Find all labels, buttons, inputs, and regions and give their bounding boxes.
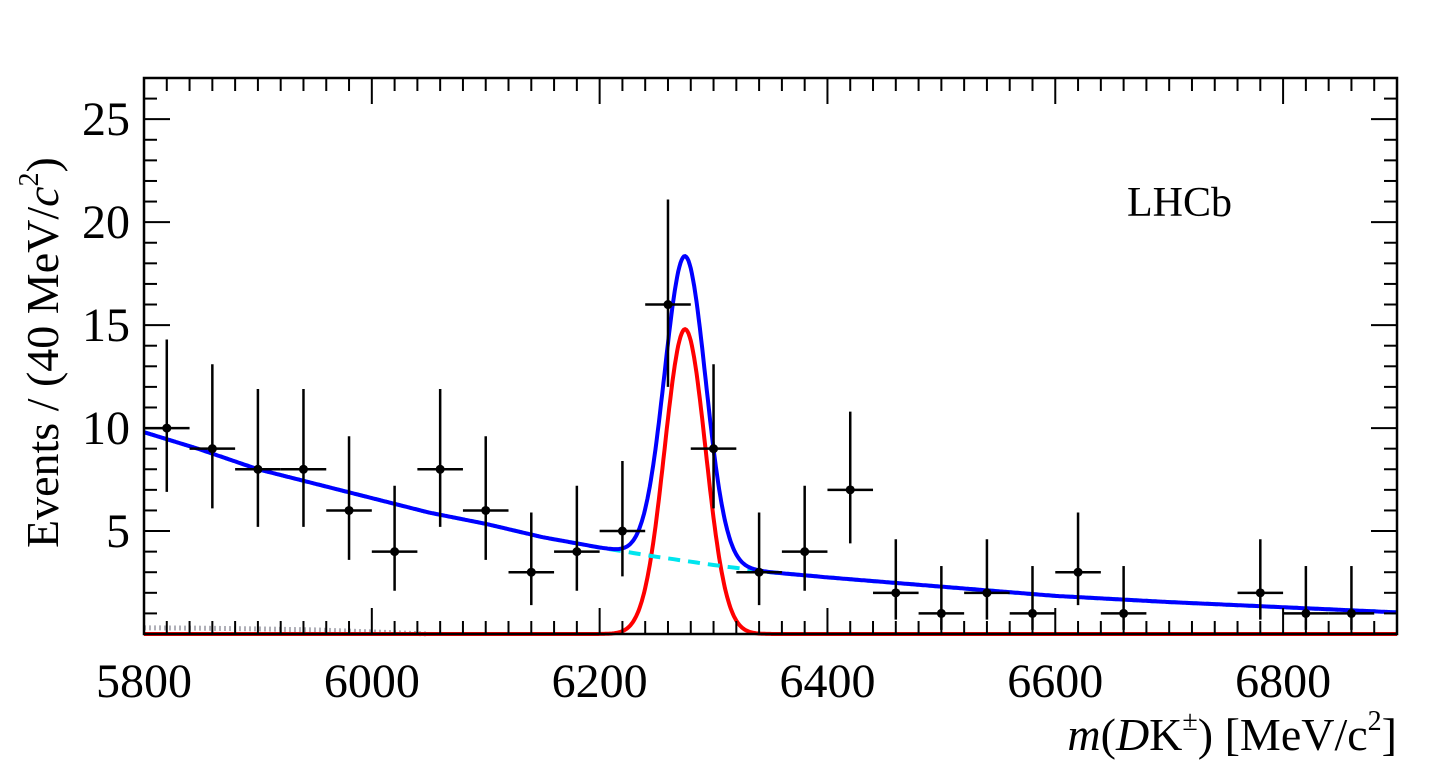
y-axis-title: Events / (40 MeV/c2) <box>14 157 68 548</box>
y-tick-label: 20 <box>82 196 130 249</box>
y-axis-title-text: Events / (40 MeV/ <box>17 207 68 548</box>
x-tick-label: 6600 <box>1007 655 1103 708</box>
data-point <box>1009 566 1056 630</box>
fit-curves <box>143 253 1398 637</box>
signal-curve <box>144 327 1397 636</box>
x-axis-title: m(DK±) [MeV/c2] <box>1067 706 1397 760</box>
data-marker <box>298 464 308 474</box>
data-point <box>690 364 737 509</box>
data-point <box>1283 566 1329 630</box>
x-tick-label: 6200 <box>552 655 648 708</box>
data-marker <box>936 608 946 618</box>
data-marker <box>481 505 491 515</box>
data-marker <box>663 300 673 310</box>
data-point <box>599 461 646 577</box>
y-axis-title-close: ) <box>17 157 68 172</box>
y-tick-label: 10 <box>82 402 130 455</box>
data-marker <box>800 547 810 557</box>
data-marker <box>572 547 582 557</box>
data-marker <box>390 547 400 557</box>
data-point <box>1237 539 1284 620</box>
x-axis-title-k: K <box>1149 709 1182 760</box>
y-tick-label: 25 <box>82 93 130 146</box>
y-tick-label: 15 <box>82 299 130 352</box>
x-axis-title-sup: 2 <box>1368 706 1382 737</box>
data-point <box>964 539 1010 620</box>
y-tick-labels: 5 10 15 20 25 <box>82 93 130 558</box>
data-point <box>918 566 965 630</box>
x-axis-title-open: ( <box>1101 709 1116 760</box>
x-axis-title-pm: ± <box>1182 706 1197 737</box>
data-point <box>827 411 874 544</box>
data-point <box>554 485 600 591</box>
data-point <box>462 436 509 560</box>
data-points <box>144 199 1375 630</box>
data-point <box>1100 566 1147 630</box>
data-marker <box>435 464 445 474</box>
background-curve <box>143 430 1398 615</box>
data-marker <box>891 588 901 598</box>
data-marker <box>1073 567 1083 577</box>
x-axis-title-d: D <box>1115 709 1149 760</box>
data-point <box>645 199 691 387</box>
data-marker <box>526 567 536 577</box>
x-tick-labels: 5800 6000 6200 6400 6600 6800 <box>96 655 1331 708</box>
data-point <box>781 485 828 591</box>
data-point <box>371 485 418 591</box>
lhcb-annotation: LHCb <box>1127 180 1232 226</box>
data-marker <box>1301 608 1311 618</box>
x-tick-label: 6400 <box>779 655 875 708</box>
x-axis-title-m: m <box>1067 709 1100 760</box>
y-axis-title-c: c <box>17 186 68 206</box>
total-fit-curve <box>143 253 1398 615</box>
data-point <box>235 388 281 527</box>
x-tick-label: 6800 <box>1235 655 1331 708</box>
data-point <box>736 512 782 606</box>
data-point <box>1055 512 1101 606</box>
data-marker <box>709 444 719 454</box>
data-marker <box>845 485 855 495</box>
data-marker <box>982 588 992 598</box>
data-point <box>326 436 372 560</box>
y-tick-label: 5 <box>106 505 130 558</box>
data-marker <box>253 464 263 474</box>
x-tick-label: 6000 <box>324 655 420 708</box>
data-point <box>417 388 463 527</box>
data-marker <box>754 567 764 577</box>
data-marker <box>344 505 354 515</box>
x-axis-title-unit: [MeV/c <box>1213 709 1368 760</box>
data-marker <box>1027 608 1037 618</box>
data-point <box>873 539 919 620</box>
data-point <box>280 388 327 527</box>
y-axis-title-sup: 2 <box>14 172 45 186</box>
x-tick-label: 5800 <box>96 655 192 708</box>
data-marker <box>1119 608 1129 618</box>
data-marker <box>1346 608 1356 618</box>
data-point <box>508 512 555 606</box>
axis-ticks <box>143 77 1398 635</box>
x-axis-title-close: ) <box>1198 709 1213 760</box>
data-marker <box>207 444 217 454</box>
data-marker <box>1255 588 1265 598</box>
data-marker <box>617 526 627 536</box>
data-point <box>189 364 236 509</box>
plot-frame <box>142 76 1399 636</box>
x-axis-title-end: ] <box>1382 709 1397 760</box>
data-point <box>1328 566 1375 630</box>
